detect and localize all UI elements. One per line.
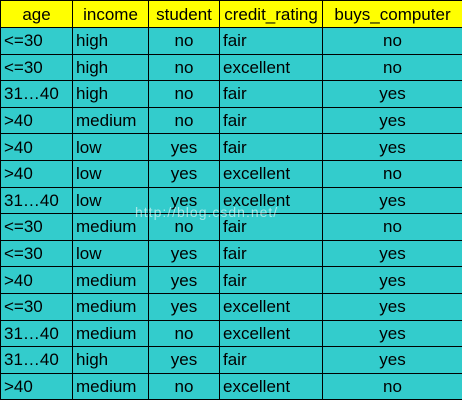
table-row: 31…40 high no fair yes bbox=[0, 80, 462, 108]
cell-age: <=30 bbox=[0, 27, 73, 55]
cell-income: medium bbox=[72, 266, 149, 294]
cell-income: low bbox=[72, 133, 149, 161]
cell-buys-computer: yes bbox=[322, 106, 462, 135]
cell-credit-rating: excellent bbox=[219, 186, 323, 215]
cell-age: >40 bbox=[0, 159, 73, 188]
header-age: age bbox=[0, 0, 73, 28]
table-row: <=30 low yes fair yes bbox=[0, 239, 462, 268]
cell-credit-rating: fair bbox=[219, 346, 323, 374]
cell-credit-rating: excellent bbox=[219, 159, 323, 188]
cell-buys-computer: no bbox=[322, 53, 462, 82]
table-body: <=30 high no fair no <=30 high no excellent no 31…… bbox=[0, 27, 462, 400]
cell-age: 31…40 bbox=[0, 319, 73, 348]
cell-buys-computer: no bbox=[322, 372, 462, 400]
cell-age: >40 bbox=[0, 133, 73, 161]
table-row: >40 medium no excellent no bbox=[0, 372, 462, 400]
cell-student: yes bbox=[148, 159, 220, 188]
cell-income: medium bbox=[72, 319, 149, 348]
table-row: <=30 medium yes excellent yes bbox=[0, 292, 462, 321]
cell-student: yes bbox=[148, 266, 220, 294]
cell-income: low bbox=[72, 239, 149, 268]
cell-student: yes bbox=[148, 133, 220, 161]
cell-credit-rating: fair bbox=[219, 80, 323, 108]
cell-credit-rating: excellent bbox=[219, 372, 323, 400]
cell-student: yes bbox=[148, 186, 220, 215]
table-row: >40 medium yes fair yes bbox=[0, 266, 462, 294]
cell-age: <=30 bbox=[0, 213, 73, 241]
cell-buys-computer: yes bbox=[322, 186, 462, 215]
cell-buys-computer: yes bbox=[322, 133, 462, 161]
cell-buys-computer: no bbox=[322, 213, 462, 241]
table-row: 31…40 low yes excellent yes bbox=[0, 186, 462, 215]
cell-buys-computer: yes bbox=[322, 319, 462, 348]
cell-income: medium bbox=[72, 372, 149, 400]
header-buys-computer: buys_computer bbox=[322, 0, 462, 28]
cell-age: >40 bbox=[0, 266, 73, 294]
cell-income: low bbox=[72, 159, 149, 188]
table-row: >40 medium no fair yes bbox=[0, 106, 462, 135]
table-row: >40 low yes excellent no bbox=[0, 159, 462, 188]
cell-credit-rating: excellent bbox=[219, 53, 323, 82]
cell-income: low bbox=[72, 186, 149, 215]
table-row: <=30 medium no fair no bbox=[0, 213, 462, 241]
cell-buys-computer: yes bbox=[322, 346, 462, 374]
cell-student: yes bbox=[148, 292, 220, 321]
cell-buys-computer: no bbox=[322, 159, 462, 188]
cell-age: >40 bbox=[0, 106, 73, 135]
cell-income: high bbox=[72, 27, 149, 55]
cell-age: >40 bbox=[0, 372, 73, 400]
table-row: <=30 high no excellent no bbox=[0, 53, 462, 82]
cell-student: yes bbox=[148, 346, 220, 374]
table-header-row: age income student credit_rating buys_co… bbox=[0, 0, 462, 28]
cell-student: no bbox=[148, 106, 220, 135]
cell-income: high bbox=[72, 80, 149, 108]
cell-age: <=30 bbox=[0, 292, 73, 321]
cell-credit-rating: fair bbox=[219, 266, 323, 294]
cell-age: 31…40 bbox=[0, 346, 73, 374]
cell-student: yes bbox=[148, 239, 220, 268]
cell-student: no bbox=[148, 319, 220, 348]
cell-student: no bbox=[148, 27, 220, 55]
cell-buys-computer: yes bbox=[322, 80, 462, 108]
cell-age: 31…40 bbox=[0, 80, 73, 108]
cell-student: no bbox=[148, 213, 220, 241]
cell-income: medium bbox=[72, 292, 149, 321]
cell-age: <=30 bbox=[0, 53, 73, 82]
cell-age: <=30 bbox=[0, 239, 73, 268]
cell-student: no bbox=[148, 53, 220, 82]
cell-buys-computer: yes bbox=[322, 292, 462, 321]
cell-income: high bbox=[72, 53, 149, 82]
header-student: student bbox=[148, 0, 220, 28]
cell-credit-rating: fair bbox=[219, 27, 323, 55]
cell-income: medium bbox=[72, 106, 149, 135]
header-income: income bbox=[72, 0, 149, 28]
cell-income: medium bbox=[72, 213, 149, 241]
cell-credit-rating: fair bbox=[219, 213, 323, 241]
cell-income: high bbox=[72, 346, 149, 374]
table-row: 31…40 medium no excellent yes bbox=[0, 319, 462, 348]
table-row: <=30 high no fair no bbox=[0, 27, 462, 55]
cell-credit-rating: excellent bbox=[219, 292, 323, 321]
cell-age: 31…40 bbox=[0, 186, 73, 215]
table-row: 31…40 high yes fair yes bbox=[0, 346, 462, 374]
cell-buys-computer: no bbox=[322, 27, 462, 55]
header-credit-rating: credit_rating bbox=[219, 0, 323, 28]
cell-student: no bbox=[148, 80, 220, 108]
cell-buys-computer: yes bbox=[322, 239, 462, 268]
cell-credit-rating: fair bbox=[219, 133, 323, 161]
cell-credit-rating: fair bbox=[219, 239, 323, 268]
table-row: >40 low yes fair yes bbox=[0, 133, 462, 161]
cell-credit-rating: fair bbox=[219, 106, 323, 135]
cell-credit-rating: excellent bbox=[219, 319, 323, 348]
cell-buys-computer: yes bbox=[322, 266, 462, 294]
cell-student: no bbox=[148, 372, 220, 400]
